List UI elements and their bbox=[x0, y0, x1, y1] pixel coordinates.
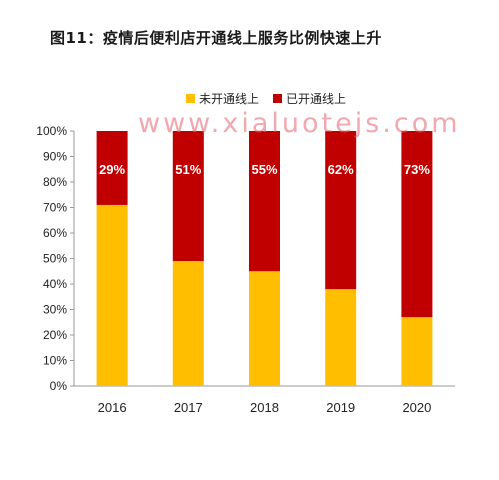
y-tick-label: 100% bbox=[36, 124, 67, 138]
bar-online-2018 bbox=[249, 131, 280, 272]
y-tick-label: 10% bbox=[43, 354, 67, 368]
chart-title: 图11：疫情后便利店开通线上服务比例快速上升 bbox=[50, 29, 382, 47]
y-tick-label: 90% bbox=[43, 150, 67, 164]
data-label-2018: 55% bbox=[251, 162, 277, 177]
y-tick-label: 0% bbox=[50, 379, 68, 393]
legend-item-online: 已开通线上 bbox=[273, 90, 346, 107]
y-tick-label: 80% bbox=[43, 175, 67, 189]
x-tick-label: 2019 bbox=[326, 400, 355, 415]
x-tick-label: 2017 bbox=[174, 400, 203, 415]
bar-online-2017 bbox=[172, 131, 204, 262]
y-tick-label: 50% bbox=[43, 252, 67, 266]
watermark: www.xialuotejs.com bbox=[138, 108, 461, 139]
legend: 未开通线上 已开通线上 bbox=[186, 90, 346, 107]
bar-not-online-2018 bbox=[249, 271, 280, 386]
bar-not-online-2020 bbox=[401, 317, 433, 386]
bar-not-online-2019 bbox=[325, 289, 357, 386]
legend-item-not-online: 未开通线上 bbox=[186, 90, 259, 107]
legend-swatch-online bbox=[273, 94, 283, 103]
y-tick-label: 60% bbox=[43, 226, 67, 240]
data-label-2016: 29% bbox=[99, 162, 125, 177]
legend-swatch-not-online bbox=[186, 94, 195, 103]
y-tick-label: 70% bbox=[43, 201, 67, 215]
data-label-2017: 51% bbox=[175, 162, 201, 177]
legend-label-online: 已开通线上 bbox=[286, 92, 347, 106]
bar-online-2020 bbox=[401, 131, 433, 318]
bar-not-online-2016 bbox=[96, 204, 128, 386]
y-tick-label: 20% bbox=[43, 328, 67, 342]
data-label-2019: 62% bbox=[328, 162, 354, 177]
data-label-2020: 73% bbox=[404, 162, 430, 177]
x-tick-label: 2018 bbox=[250, 400, 279, 415]
y-tick-label: 40% bbox=[43, 277, 67, 291]
bar-not-online-2017 bbox=[172, 261, 204, 386]
x-tick-label: 2016 bbox=[98, 400, 127, 415]
legend-label-not-online: 未开通线上 bbox=[199, 92, 260, 106]
bar-online-2019 bbox=[325, 131, 357, 290]
x-tick-label: 2020 bbox=[402, 400, 431, 415]
bar-online-2016 bbox=[96, 131, 128, 205]
y-tick-label: 30% bbox=[43, 303, 67, 317]
